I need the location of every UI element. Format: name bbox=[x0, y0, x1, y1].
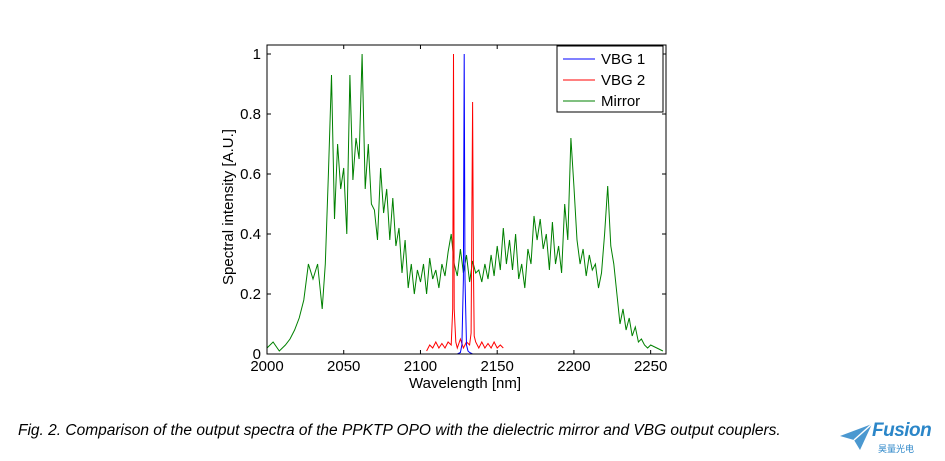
y-tick-label: 0 bbox=[253, 346, 261, 363]
y-tick-label: 0.6 bbox=[240, 166, 261, 183]
y-tick-label: 0.2 bbox=[240, 286, 261, 303]
series-line-vbg-2 bbox=[426, 53, 504, 352]
logo-subtext: 昊量光电 bbox=[878, 445, 915, 455]
y-tick-label: 0.8 bbox=[240, 106, 261, 123]
x-tick-label: 2250 bbox=[634, 358, 667, 375]
legend-label: Mirror bbox=[601, 93, 640, 110]
x-tick-label: 2050 bbox=[327, 358, 360, 375]
y-tick-label: 1 bbox=[253, 46, 261, 63]
y-axis-label: Spectral intensity [A.U.] bbox=[220, 129, 237, 285]
x-tick-label: 2100 bbox=[404, 358, 437, 375]
legend: VBG 1 VBG 2 Mirror bbox=[556, 45, 664, 113]
series-line-mirror bbox=[266, 53, 664, 352]
fusion-logo: Fusion 昊量光电 bbox=[838, 418, 938, 458]
y-tick-label: 0.4 bbox=[240, 226, 261, 243]
spectrum-chart: 2000 2050 2100 2150 2200 2250 0 0.2 0.4 0.6 0.8 1 W… bbox=[220, 44, 667, 392]
x-axis-label: Wavelength [nm] bbox=[409, 375, 521, 392]
logo-wordmark: Fusion bbox=[872, 420, 932, 441]
x-tick-label: 2200 bbox=[557, 358, 590, 375]
x-tick-label: 2000 bbox=[250, 358, 283, 375]
paper-plane-icon bbox=[840, 423, 873, 450]
series-line-vbg-1 bbox=[451, 53, 479, 355]
legend-label: VBG 1 bbox=[601, 51, 645, 68]
legend-label: VBG 2 bbox=[601, 72, 645, 89]
figure-caption: Fig. 2. Comparison of the output spectra… bbox=[18, 422, 781, 439]
x-tick-label: 2150 bbox=[481, 358, 514, 375]
axes-box bbox=[266, 44, 667, 355]
